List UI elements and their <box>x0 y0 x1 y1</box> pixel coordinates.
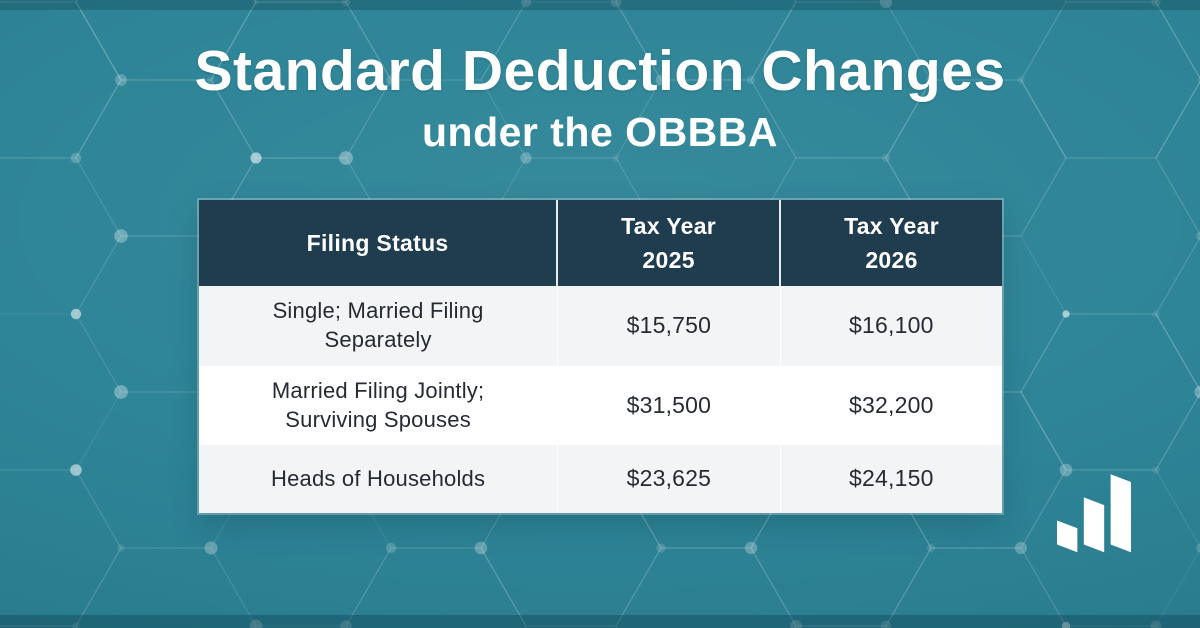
filing-status-cell: Single; Married Filing Separately <box>272 298 484 352</box>
page-title: Standard Deduction Changes <box>194 39 1006 103</box>
header-line: Filing Status <box>306 229 449 256</box>
header-line: 2025 <box>642 247 695 273</box>
column-header-filing-status: Filing Status <box>199 200 556 286</box>
title-block: Standard Deduction Changes under the OBB… <box>0 39 1200 155</box>
bottom-edge-strip <box>0 615 1200 628</box>
column-header-tax-year-2025: Tax Year 2025 <box>556 200 779 286</box>
table-row: Married Filing Jointly; Surviving Spouse… <box>199 366 1002 445</box>
tax-2026-cell: $32,200 <box>779 366 1002 445</box>
header-line: 2026 <box>865 247 918 273</box>
page-subtitle: under the OBBBA <box>422 108 778 155</box>
table-row: Single; Married Filing Separately $15,75… <box>199 286 1002 366</box>
tax-2026-cell: $24,150 <box>779 445 1002 513</box>
tax-2025-cell: $23,625 <box>557 445 779 513</box>
table-row: Heads of Households $23,625 $24,150 <box>199 445 1002 513</box>
filing-status-cell: Heads of Households <box>271 465 486 491</box>
header-line: Tax Year <box>621 212 717 239</box>
table-header-row: Filing Status Tax Year 2025 Tax Year 202… <box>199 200 1002 286</box>
filing-status-cell: Married Filing Jointly; Surviving Spouse… <box>271 377 485 432</box>
column-header-tax-year-2026: Tax Year 2026 <box>779 200 1002 286</box>
top-edge-strip <box>0 0 1200 10</box>
tax-2025-cell: $31,500 <box>557 366 779 445</box>
header-line: Tax Year <box>844 212 939 239</box>
bar-chart-logo-icon <box>1057 474 1131 553</box>
tax-2026-cell: $16,100 <box>779 286 1002 366</box>
deduction-table: Filing Status Tax Year 2025 Tax Year 202… <box>199 200 1002 513</box>
tax-2025-cell: $15,750 <box>557 286 779 366</box>
